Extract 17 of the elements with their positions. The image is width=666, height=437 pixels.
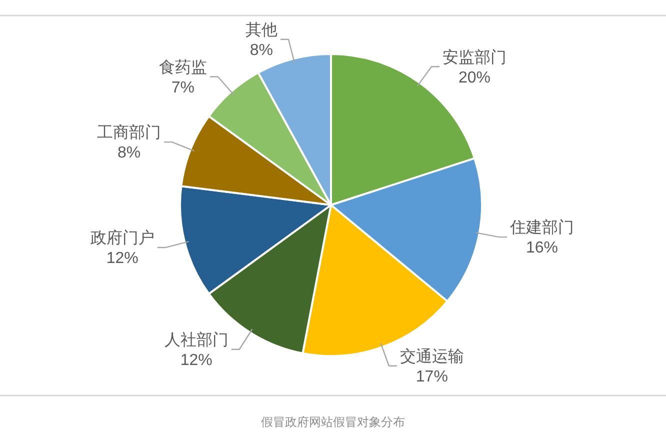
slice-label: 交通运输 — [400, 347, 464, 366]
slice-label: 食药监 — [158, 58, 207, 76]
data-label: 8% — [117, 144, 141, 162]
data-label: 8% — [250, 42, 274, 59]
slice-label: 住建部门 — [508, 218, 574, 237]
data-label: 12% — [106, 250, 138, 268]
slice-label: 政府门户 — [90, 229, 154, 248]
data-label: 16% — [526, 240, 558, 257]
data-label: 17% — [416, 368, 448, 386]
data-label: 12% — [180, 352, 212, 369]
slice-label: 安监部门 — [442, 48, 507, 66]
slice-label: 其他 — [245, 20, 278, 39]
data-label: 7% — [171, 79, 194, 96]
slice-label: 工商部门 — [97, 124, 162, 142]
slice-label: 人社部门 — [164, 330, 228, 349]
data-label: 20% — [458, 69, 491, 86]
text: 假冒政府网站假冒对象分布 — [261, 415, 405, 429]
